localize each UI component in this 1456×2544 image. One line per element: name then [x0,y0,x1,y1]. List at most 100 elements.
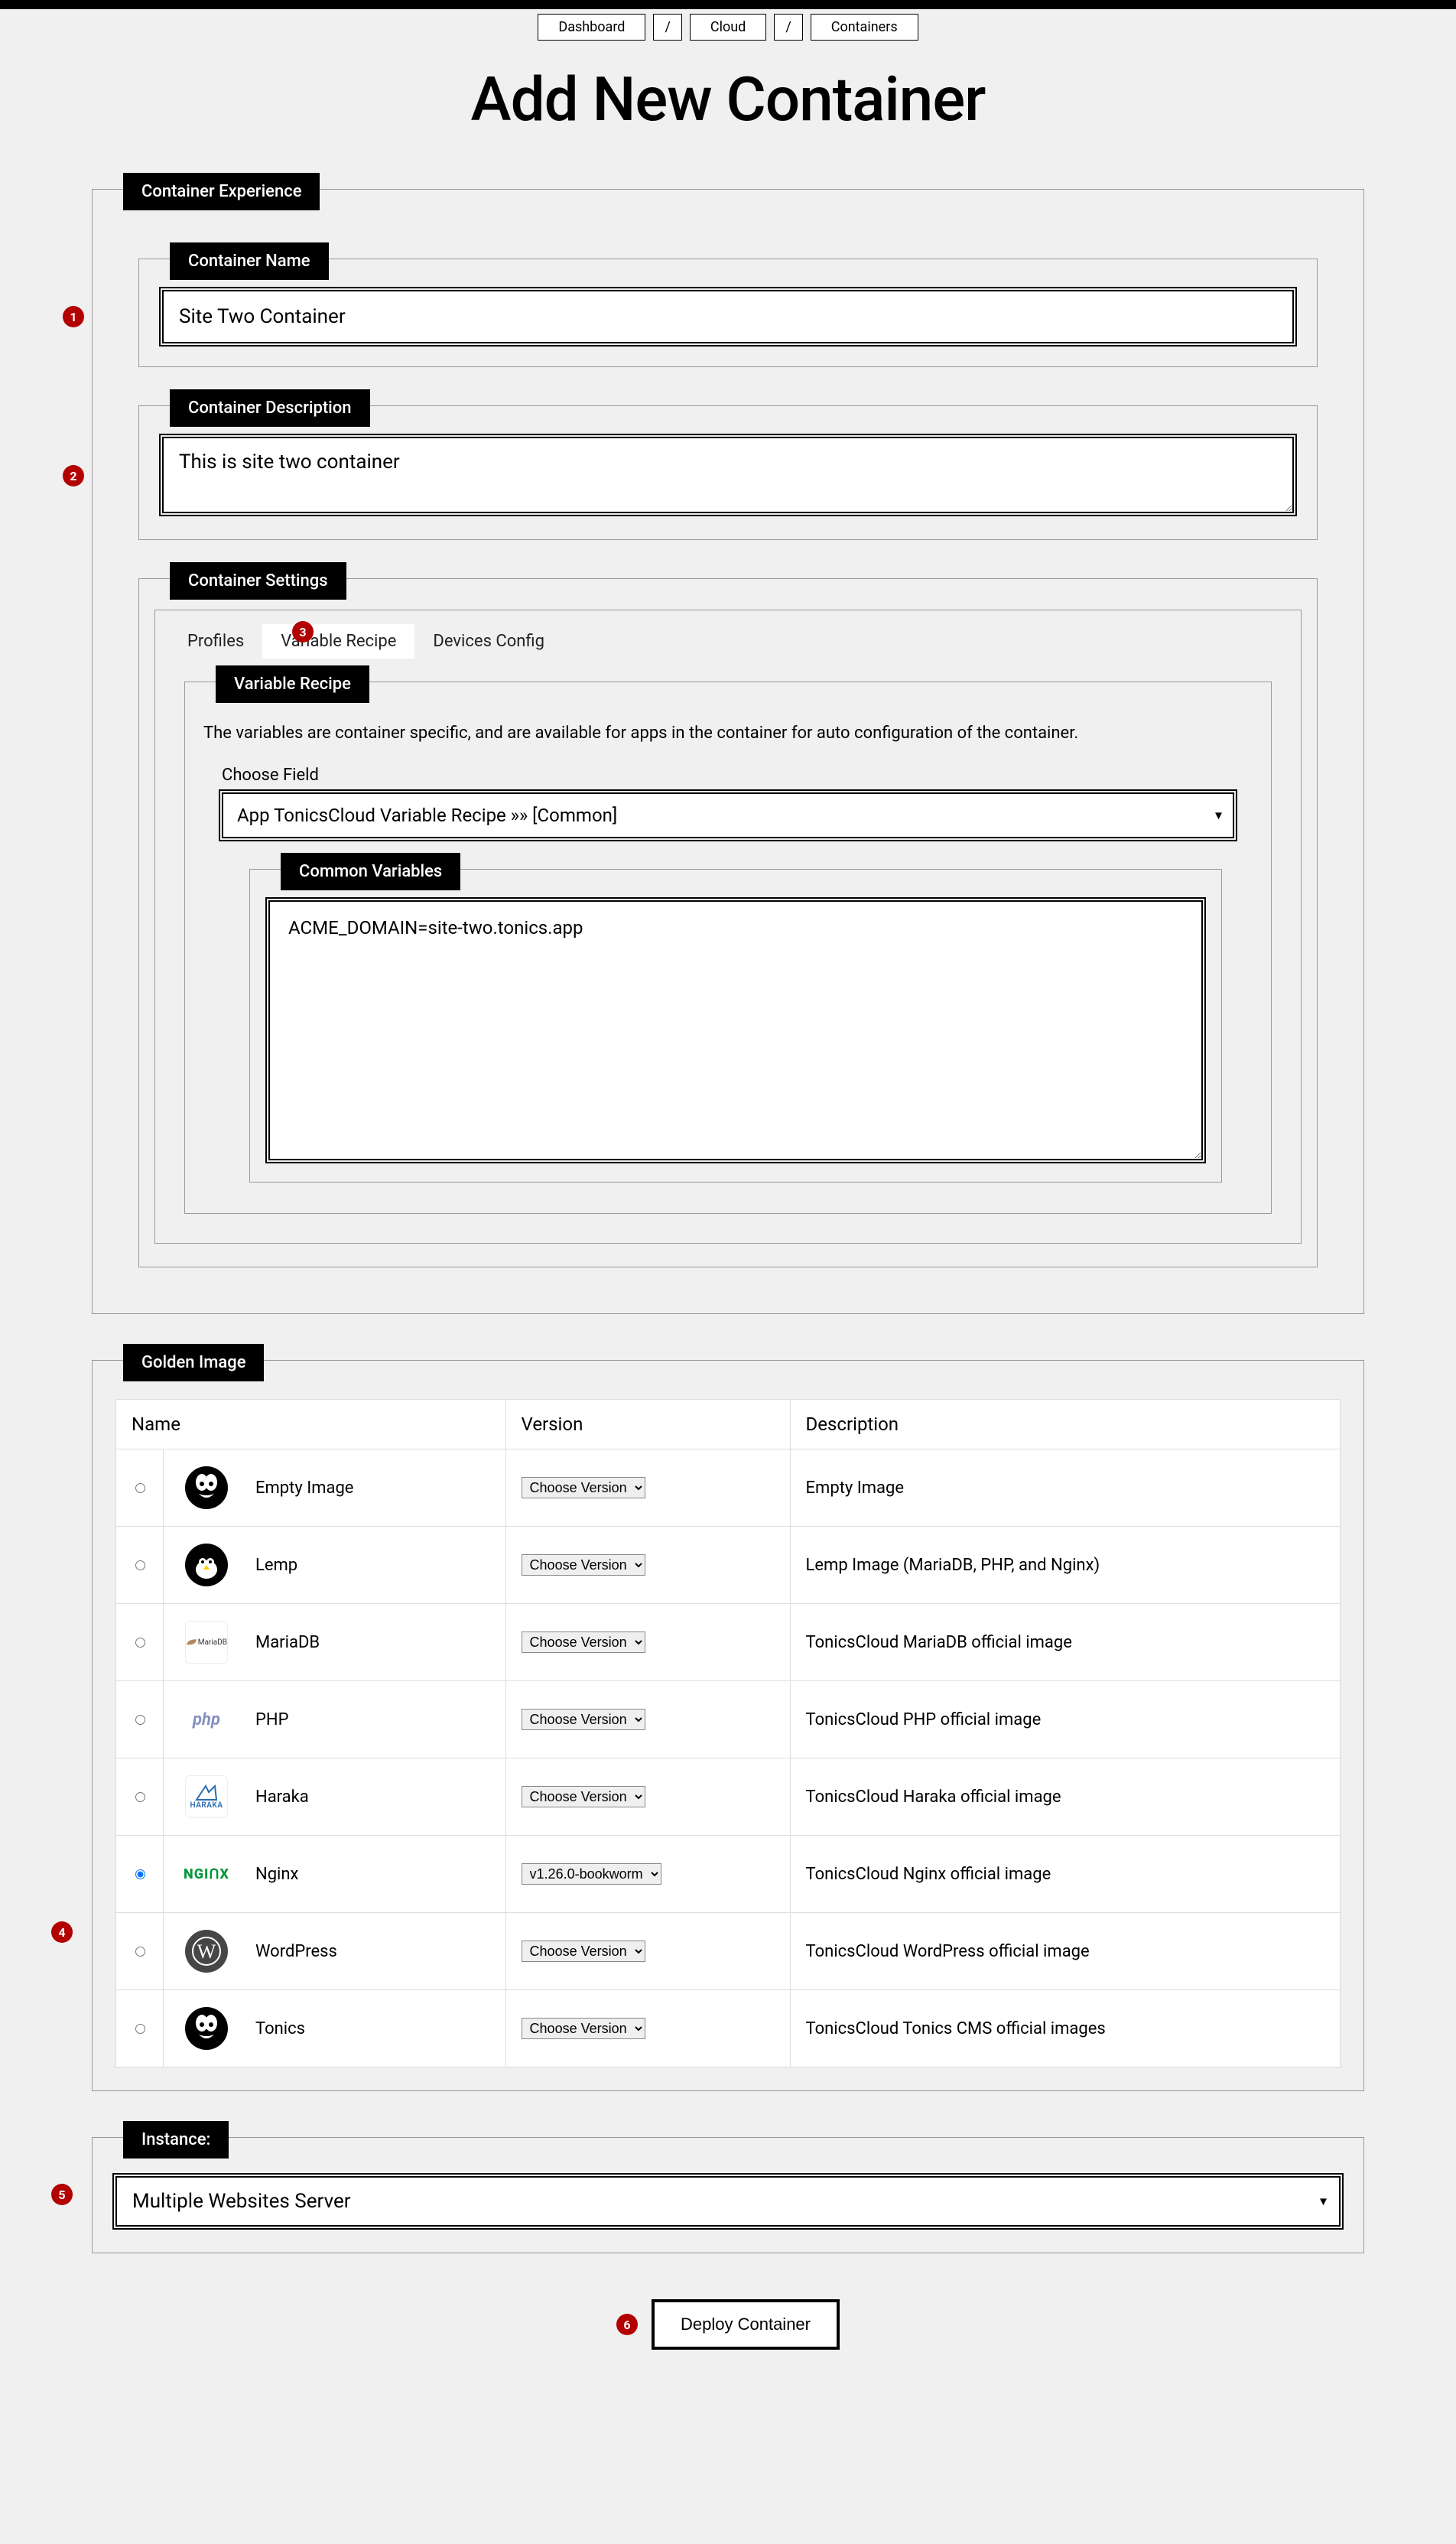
variable-recipe-legend: Variable Recipe [216,665,369,703]
instance-legend: Instance: [123,2121,229,2158]
radio-cell [116,1527,164,1604]
version-select-haraka[interactable]: Choose Version [522,1786,645,1807]
table-row-php: phpPHP Choose Version TonicsCloud PHP offi… [116,1681,1341,1758]
image-name-label: Empty Image [255,1479,353,1498]
marker-3: 3 [292,621,314,643]
col-name: Name [116,1400,506,1449]
instance-selected: Multiple Websites Server [132,2190,351,2213]
breadcrumb-containers[interactable]: Containers [811,14,918,41]
variable-recipe-group: Variable Recipe The variables are contai… [184,682,1272,1214]
tonics-icon [185,2007,228,2050]
select-image-radio-mariadb[interactable] [135,1638,145,1648]
version-select-lemp[interactable]: Choose Version [522,1554,645,1576]
variable-recipe-description: The variables are container specific, an… [203,724,1253,743]
container-description-input[interactable]: This is site two container [162,437,1294,513]
choose-field-select[interactable]: App TonicsCloud Variable Recipe »» [Comm… [222,792,1234,838]
golden-image-legend: Golden Image [123,1344,264,1381]
radio-cell [116,1913,164,1990]
deploy-container-button[interactable]: Deploy Container [652,2299,840,2350]
version-cell: Choose Version [505,1527,790,1604]
version-select-tonics[interactable]: Choose Version [522,2018,645,2039]
golden-image-group: 4 Golden Image Name Version Description … [92,1360,1364,2091]
radio-cell [116,1836,164,1913]
description-cell: Lemp Image (MariaDB, PHP, and Nginx) [790,1527,1340,1604]
breadcrumb-dashboard[interactable]: Dashboard [538,14,645,41]
select-image-radio-nginx[interactable] [135,1869,145,1879]
image-name-label: Lemp [255,1556,297,1575]
tonics-icon [185,1466,228,1509]
select-image-radio-tonics[interactable] [135,2024,145,2034]
version-cell: Choose Version [505,1681,790,1758]
version-select-wordpress[interactable]: Choose Version [522,1941,645,1962]
page: Dashboard / Cloud / Containers Add New C… [0,0,1456,2411]
name-cell: Lemp [164,1527,506,1604]
table-row-wordpress: W WordPress Choose Version TonicsCloud Wor… [116,1913,1341,1990]
version-select-php[interactable]: Choose Version [522,1709,645,1730]
select-image-radio-empty[interactable] [135,1483,145,1493]
container-settings-legend: Container Settings [170,562,346,600]
image-name-label: Nginx [255,1865,298,1884]
version-select-mariadb[interactable]: Choose Version [522,1631,645,1653]
common-variables-input[interactable]: ACME_DOMAIN=site-two.tonics.app [268,900,1203,1160]
breadcrumb-cloud[interactable]: Cloud [690,14,766,41]
version-select-empty[interactable]: Choose Version [522,1477,645,1498]
container-description-legend: Container Description [170,389,370,427]
description-cell: TonicsCloud Haraka official image [790,1758,1340,1836]
container-experience-legend: Container Experience [123,173,320,210]
container-experience-group: Container Experience Container Name Cont… [92,189,1364,1314]
breadcrumb: Dashboard / Cloud / Containers [0,9,1456,41]
instance-select[interactable]: Multiple Websites Server [115,2176,1341,2227]
image-name-label: PHP [255,1710,288,1729]
haraka-icon: HARAKA [185,1775,228,1818]
version-select-nginx[interactable]: v1.26.0-bookworm [522,1863,661,1885]
breadcrumb-separator: / [774,14,802,41]
wordpress-icon: W [185,1930,228,1973]
radio-cell [116,1449,164,1527]
version-cell: Choose Version [505,1990,790,2067]
container-description-group: Container Description This is site two c… [138,405,1318,540]
table-row-tonics: TonicsChoose VersionTonicsCloud Tonics C… [116,1990,1341,2067]
lemp-icon [185,1544,228,1586]
common-variables-legend: Common Variables [281,853,460,890]
image-name-label: Tonics [255,2019,305,2038]
select-image-radio-haraka[interactable] [135,1792,145,1802]
description-cell: TonicsCloud PHP official image [790,1681,1340,1758]
choose-field-selected: App TonicsCloud Variable Recipe »» [Comm… [237,805,617,826]
page-title: Add New Container [0,63,1456,135]
version-cell: Choose Version [505,1449,790,1527]
deploy-row: 6 Deploy Container [0,2299,1456,2350]
mariadb-icon: MariaDB [185,1621,228,1664]
marker-4: 4 [51,1921,73,1943]
table-row-haraka: HARAKA Haraka Choose Version TonicsCloud Ha… [116,1758,1341,1836]
select-image-radio-php[interactable] [135,1715,145,1725]
tab-profiles[interactable]: Profiles [169,624,262,659]
radio-cell [116,1604,164,1681]
choose-field-label: Choose Field [222,766,1253,785]
name-cell: NGIꓵXNginx [164,1836,506,1913]
name-cell: phpPHP [164,1681,506,1758]
image-name-label: Haraka [255,1788,309,1807]
col-description: Description [790,1400,1340,1449]
version-cell: Choose Version [505,1758,790,1836]
common-variables-group: Common Variables ACME_DOMAIN=site-two.to… [249,869,1222,1183]
name-cell: MariaDBMariaDB [164,1604,506,1681]
table-row-lemp: Lemp Choose Version Lemp Image (MariaDB, P… [116,1527,1341,1604]
container-name-group: Container Name [138,259,1318,367]
select-image-radio-wordpress[interactable] [135,1947,145,1957]
description-cell: TonicsCloud WordPress official image [790,1913,1340,1990]
version-cell: Choose Version [505,1604,790,1681]
tab-devices-config[interactable]: Devices Config [414,624,563,659]
tab-variable-recipe[interactable]: Variable Recipe [262,624,414,659]
description-cell: TonicsCloud MariaDB official image [790,1604,1340,1681]
container-name-legend: Container Name [170,242,329,280]
radio-cell [116,1758,164,1836]
svg-text:W: W [197,1941,216,1963]
settings-tabs-box: Profiles Variable Recipe Devices Config … [154,610,1302,1244]
container-name-input[interactable] [162,290,1294,343]
name-cell: W WordPress [164,1913,506,1990]
table-row-empty: Empty ImageChoose VersionEmpty Image [116,1449,1341,1527]
breadcrumb-separator: / [653,14,681,41]
name-cell: Tonics [164,1990,506,2067]
select-image-radio-lemp[interactable] [135,1560,145,1570]
top-black-bar [0,0,1456,9]
